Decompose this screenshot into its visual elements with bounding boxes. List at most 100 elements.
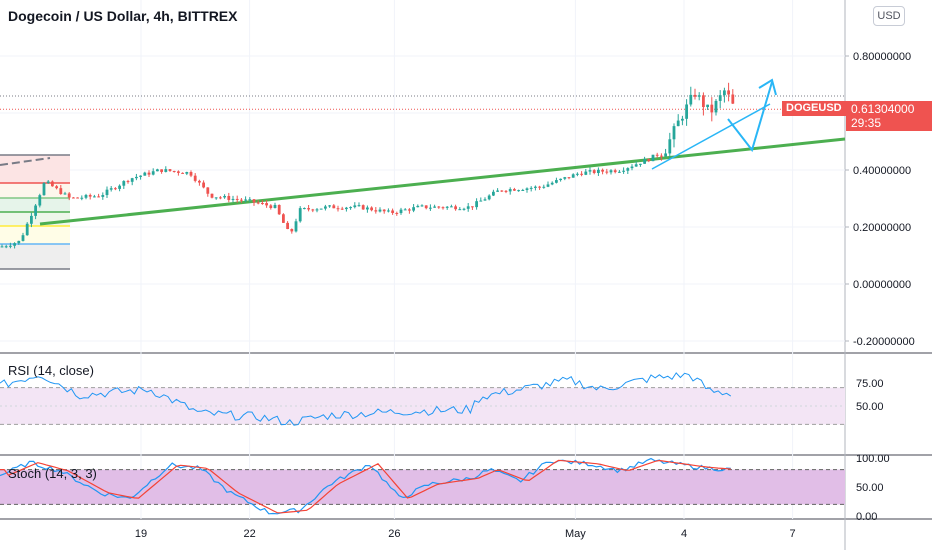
candle-body [576, 173, 579, 175]
candle-body [429, 207, 432, 209]
projection-path [727, 81, 773, 153]
currency-button[interactable]: USD [873, 6, 905, 26]
y-tick-label: 0.00000000 [853, 279, 911, 291]
candle-body [235, 198, 239, 200]
candle-body [143, 172, 147, 176]
candle-body [51, 181, 54, 187]
candle-body [626, 168, 630, 171]
candle-body [525, 188, 529, 190]
candle-body [55, 186, 58, 189]
symbol-tag: DOGEUSD [782, 101, 846, 116]
y-tick-label: 0.20000000 [853, 222, 911, 234]
candle-body [618, 171, 621, 173]
candle-body [72, 197, 75, 199]
candle-body [391, 210, 394, 213]
candle-body [214, 197, 218, 199]
candle-body [290, 229, 294, 232]
candle-body [374, 210, 378, 212]
candle-body [647, 159, 651, 162]
x-tick-label: 4 [681, 528, 687, 540]
candle-body [462, 208, 466, 210]
candle-body [441, 207, 445, 209]
fib-dashed [0, 157, 51, 166]
candle-body [702, 95, 705, 108]
candle-body [550, 182, 554, 185]
candle-body [231, 198, 235, 200]
candle-body [193, 175, 197, 181]
candle-body [265, 203, 268, 206]
candle-body [139, 175, 142, 177]
candle-body [685, 104, 688, 119]
candle-body [307, 208, 310, 210]
candle-body [529, 187, 533, 189]
candle-body [353, 205, 357, 208]
candle-body [118, 185, 121, 189]
y-tick-label: -0.20000000 [853, 336, 915, 348]
stoch-tick-label: 0.00 [856, 511, 877, 523]
candle-body [479, 200, 483, 202]
candle-body [660, 155, 663, 157]
candle-body [126, 181, 130, 183]
projection-arrow [651, 78, 777, 170]
rsi-label: RSI (14, close) [8, 363, 94, 378]
candle-body [282, 214, 285, 223]
candle-body [664, 153, 667, 157]
candle-body [198, 180, 201, 183]
candle-body [97, 196, 100, 198]
candle-body [147, 172, 151, 175]
candle-body [189, 172, 193, 176]
candle-body [508, 189, 512, 192]
candle-body [227, 195, 231, 200]
candle-body [185, 172, 189, 174]
stoch-tick-label: 50.00 [856, 482, 884, 494]
candle-body [25, 223, 29, 236]
candle-body [571, 174, 575, 178]
candle-body [122, 181, 126, 186]
candle-body [46, 181, 50, 184]
candle-body [164, 169, 168, 172]
candle-body [487, 195, 491, 200]
candle-body [324, 206, 327, 209]
last-price: 0.61304000 [851, 102, 915, 116]
candle-body [34, 205, 37, 216]
candle-body [382, 209, 386, 212]
trend-line [39, 137, 846, 226]
candle-body [555, 180, 558, 183]
fib-band [0, 244, 70, 269]
rsi-line [0, 372, 732, 426]
candle-body [521, 189, 525, 191]
candle-body [567, 177, 571, 179]
candle-body [13, 243, 16, 246]
candle-body [9, 245, 12, 247]
candle-body [151, 171, 155, 175]
candle-body [500, 190, 504, 192]
candle-body [542, 186, 546, 188]
stoch-pane: 100.00 50.00 0.00 [0, 453, 890, 523]
candle-body [655, 154, 659, 156]
candle-body [177, 171, 180, 173]
candle-body [534, 186, 537, 188]
candle-body [403, 209, 407, 211]
candle-body [181, 172, 184, 174]
candle-body [336, 208, 340, 210]
x-tick-label: 26 [388, 528, 400, 540]
candle-body [466, 206, 470, 209]
y-tick-label: 0.80000000 [853, 51, 911, 63]
candle-body [210, 193, 214, 198]
candle-body [395, 212, 399, 214]
candle-body [483, 199, 487, 201]
chart-title: Dogecoin / US Dollar, 4h, BITTREX [8, 8, 238, 24]
candle-body [59, 188, 63, 195]
candle-body [109, 188, 113, 190]
candle-body [445, 206, 449, 208]
candle-body [328, 205, 331, 207]
candle-body [710, 104, 714, 113]
candle-body [563, 177, 567, 179]
candle-body [672, 126, 676, 140]
stoch-d-line [0, 459, 731, 514]
candle-body [286, 222, 289, 230]
candle-body [630, 166, 634, 169]
candle-body [42, 183, 46, 196]
candle-body [597, 169, 600, 173]
